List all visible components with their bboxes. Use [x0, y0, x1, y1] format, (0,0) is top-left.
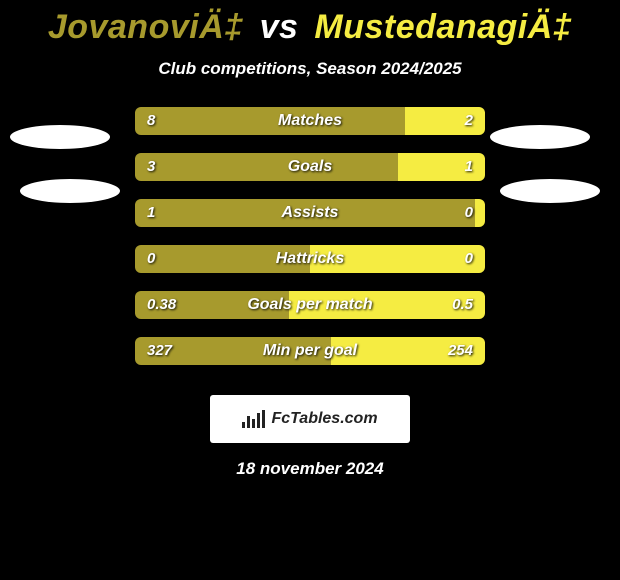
stat-label: Matches — [135, 107, 485, 135]
team-badge — [500, 179, 600, 203]
stat-label: Assists — [135, 199, 485, 227]
stat-label: Hattricks — [135, 245, 485, 273]
logo-text: FcTables.com — [271, 410, 377, 428]
stat-row: 327254Min per goal — [135, 337, 485, 365]
page-title: JovanoviÄ‡ vs MustedanagiÄ‡ — [0, 0, 620, 47]
subtitle: Club competitions, Season 2024/2025 — [0, 59, 620, 79]
logo-icon — [242, 410, 265, 428]
stat-label: Min per goal — [135, 337, 485, 365]
stat-row: 00Hattricks — [135, 245, 485, 273]
stat-row: 82Matches — [135, 107, 485, 135]
date-label: 18 november 2024 — [0, 459, 620, 479]
stat-label: Goals per match — [135, 291, 485, 319]
stats-area: 82Matches 31Goals 10Assists 00Hattricks 0.38… — [0, 107, 620, 387]
player2-name: MustedanagiÄ‡ — [314, 8, 572, 46]
stat-row: 10Assists — [135, 199, 485, 227]
team-badge — [10, 125, 110, 149]
stat-bars: 82Matches 31Goals 10Assists 00Hattricks 0.38… — [135, 107, 485, 383]
logo: FcTables.com — [210, 395, 410, 443]
vs-label: vs — [260, 8, 299, 46]
stat-row: 0.380.5Goals per match — [135, 291, 485, 319]
stat-label: Goals — [135, 153, 485, 181]
team-badge — [490, 125, 590, 149]
team-badge — [20, 179, 120, 203]
stat-row: 31Goals — [135, 153, 485, 181]
player1-name: JovanoviÄ‡ — [48, 8, 244, 46]
